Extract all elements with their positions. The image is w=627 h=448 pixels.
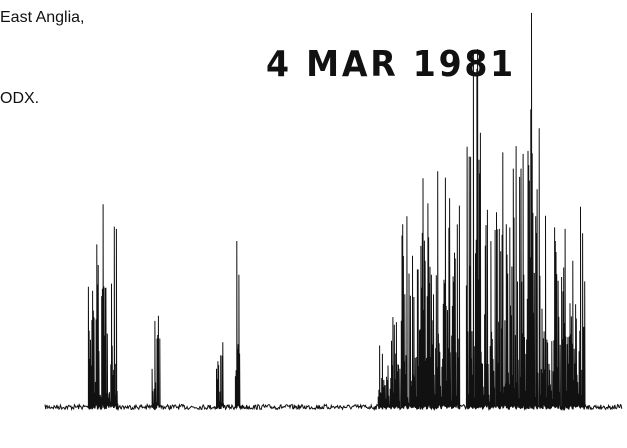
spectrum-trace — [44, 12, 623, 412]
text-line: ODX. — [0, 90, 40, 107]
date-stamp: 4 MAR 1981 — [266, 44, 516, 85]
text-line: East Anglia, — [0, 9, 85, 26]
